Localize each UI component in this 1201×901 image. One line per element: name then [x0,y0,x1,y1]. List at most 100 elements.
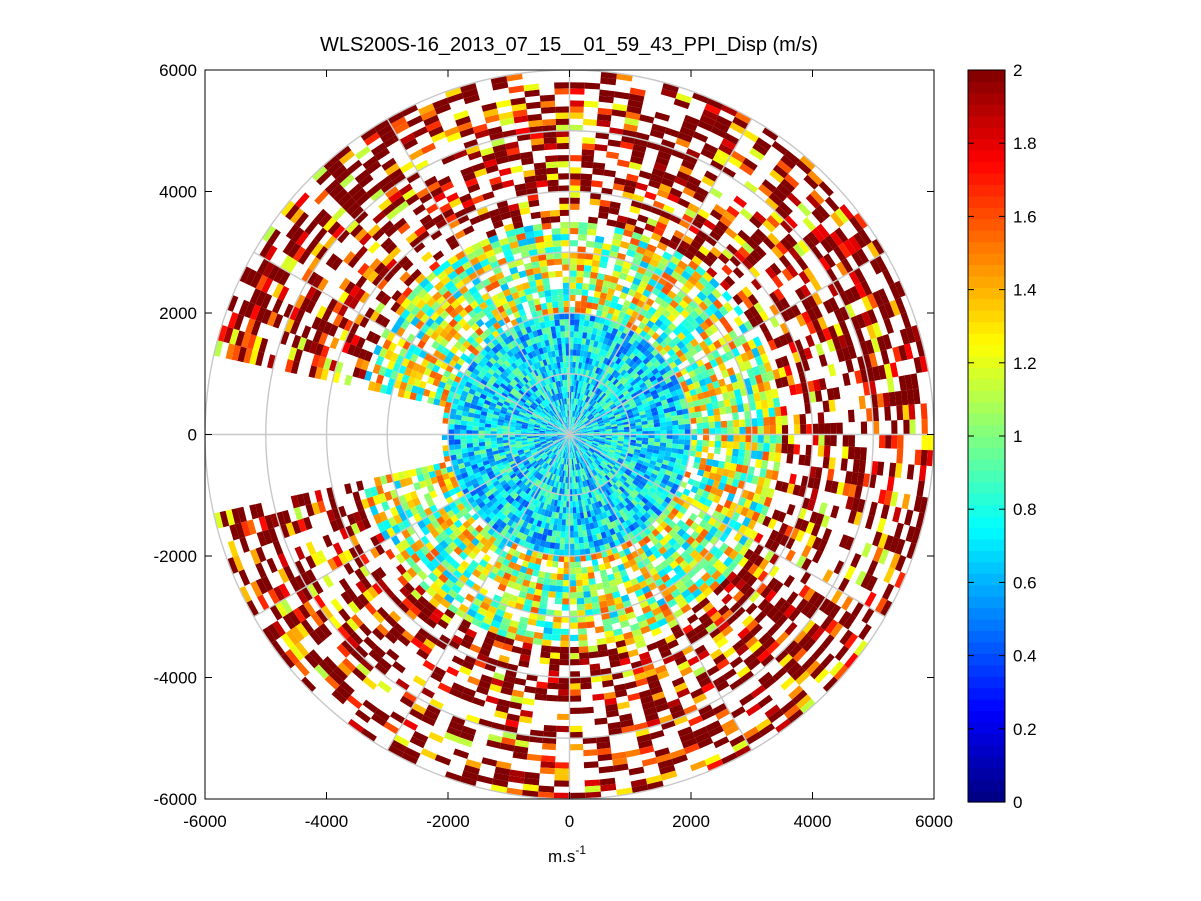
heat-cell-1319 [615,401,623,408]
heat-cell-113 [563,432,570,435]
heat-cell-1828 [494,456,501,462]
heat-cell-4147 [757,442,764,452]
heat-cell-2101 [517,504,524,512]
heat-cell-2875 [543,314,550,322]
heat-cell-1109 [522,445,529,450]
heat-cell-1340 [620,453,627,458]
heat-cell-4805 [798,454,806,466]
heat-cell-725 [576,398,579,406]
heat-cell-2320 [632,355,640,363]
heat-cell-1512 [566,495,570,502]
heat-cell-1153 [571,379,575,387]
heat-cell-1418 [519,397,527,404]
heat-cell-3706 [732,448,739,457]
heat-cell-1998 [509,371,517,379]
heat-cell-2008 [540,353,546,361]
heat-cell-2630 [677,444,685,450]
heat-cell-344 [576,443,582,449]
heat-cell-860 [563,398,566,405]
heat-cell-2216 [625,504,632,512]
heat-cell-1380 [536,480,543,488]
heat-cell-1387 [523,469,530,476]
heat-cell-1693 [496,428,503,432]
heat-cell-2586 [541,327,548,335]
heat-cell-1197 [613,453,620,458]
heat-cell-2739 [584,314,591,321]
heat-cell-326 [581,435,588,437]
heat-cell-2304 [569,331,574,338]
heat-cell-862 [566,398,569,405]
heat-cell-897 [605,428,612,432]
heat-cell-1002 [558,393,562,400]
heat-cell-1556 [506,408,514,414]
heat-cell-1931 [609,501,616,509]
heat-cell-1195 [615,449,622,454]
heat-cell-1408 [509,421,517,425]
heat-cell-831 [533,428,540,431]
heat-cell-1353 [600,477,607,485]
heat-cell-2032 [624,364,632,372]
heat-cell-1501 [595,488,601,496]
heat-cell-2010 [547,351,553,359]
heat-cell-2286 [500,362,508,371]
heat-cell-797 [560,463,563,471]
heat-cell-789 [572,464,575,471]
heat-cell-805 [548,459,554,466]
heat-cell-3591 [726,441,734,449]
heat-cell-837 [535,419,542,423]
heat-cell-1585 [572,361,576,368]
heat-cell-1265 [516,420,523,424]
heat-cell-1164 [593,387,599,394]
heat-cell-1935 [596,507,602,515]
heat-cell-602 [591,421,598,426]
heat-cell-775 [589,456,595,463]
heat-cell-1752 [632,395,640,401]
heat-cell-714 [561,404,565,411]
heat-cell-316 [580,428,587,431]
heat-cell-4145 [757,426,764,435]
heat-cell-2804 [584,548,591,555]
heat-cell-304 [577,420,582,426]
heat-cell-1372 [556,487,560,495]
heat-cell-2560 [461,410,469,417]
heat-cell-554 [549,419,555,424]
heat-cell-1706 [509,390,517,397]
heat-cell-1013 [578,387,583,394]
heat-cell-1463 [620,398,628,405]
heat-cell-4758 [559,659,570,666]
heat-cell-2026 [605,351,612,360]
heat-cell-1819 [509,481,516,488]
heat-cell-3398 [575,579,583,587]
heat-cell-2519 [569,537,575,544]
heat-cell-2394 [493,500,501,508]
heat-cell-1588 [581,362,586,370]
heat-cell-1433 [551,375,556,383]
heat-cell-1482 [627,450,634,455]
heat-cell-1965 [499,479,507,487]
heat-cell-2426 [484,371,493,379]
heat-cell-1962 [506,487,514,495]
heat-cell-3811 [739,419,746,428]
heat-cell-495 [575,451,579,458]
heat-cell-2844 [448,429,455,435]
heat-cell-1009 [571,385,574,393]
heat-cell-1658 [560,500,564,508]
heat-cell-2479 [670,410,678,417]
heat-cell-2911 [690,428,698,435]
heat-cell-2211 [639,490,647,497]
heat-cell-254 [557,432,564,434]
heat-cell-531 [546,440,553,444]
heat-cell-317 [581,429,588,432]
heat-cell-2330 [657,390,665,398]
heat-cell-650 [565,458,568,465]
heat-cell-2491 [666,465,674,472]
heat-cell-653 [561,458,565,465]
heat-cell-1848 [501,392,508,399]
heat-cell-869 [577,393,581,400]
heat-cell-844 [541,409,548,415]
heat-cell-4555 [560,221,570,229]
heat-cell-1100 [530,460,537,466]
heat-cell-1551 [503,422,510,427]
heat-cell-1244 [526,464,533,470]
heat-cell-747 [597,420,604,425]
